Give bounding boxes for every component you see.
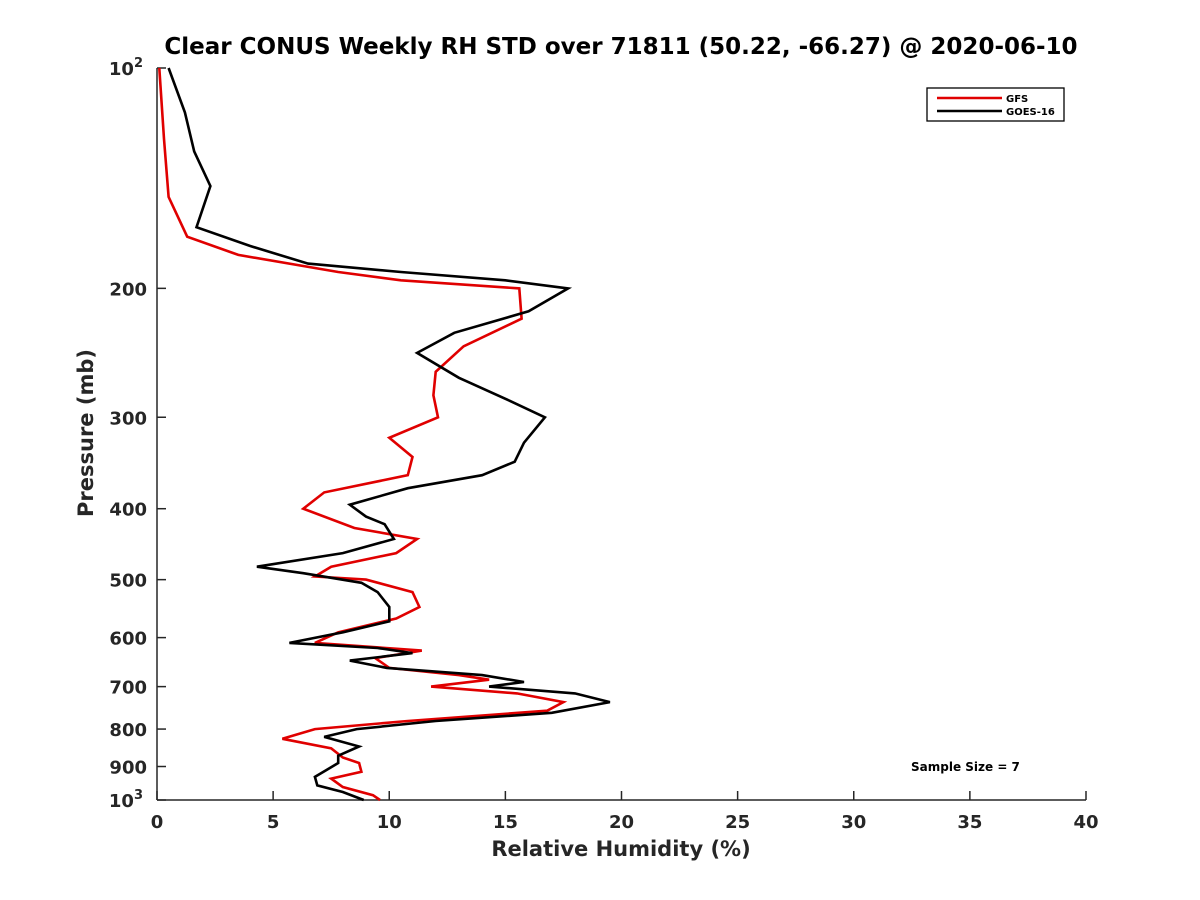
x-tick-label: 25 — [725, 812, 750, 833]
series-line-goes-16 — [167, 67, 611, 802]
y-tick-label: 900 — [109, 758, 147, 779]
x-tick-label: 35 — [957, 812, 982, 833]
x-tick-label: 30 — [841, 812, 866, 833]
y-tick-label: 800 — [109, 720, 147, 741]
y-axis-label: Pressure (mb) — [74, 349, 98, 517]
x-tick-label: 10 — [377, 812, 402, 833]
plot-area: 0 5 10 15 20 25 30 35 40 102 200 300 400 500 600 700 800… — [109, 56, 1099, 833]
x-tick-label: 40 — [1073, 812, 1098, 833]
y-tick-label: 700 — [109, 678, 147, 699]
chart-title: Clear CONUS Weekly RH STD over 71811 (50… — [164, 34, 1077, 60]
x-axis-label: Relative Humidity (%) — [491, 837, 750, 861]
y-tick-label: 102 — [109, 56, 143, 80]
x-tick-label: 5 — [267, 812, 280, 833]
legend-box — [926, 87, 1065, 122]
y-tick-label: 600 — [109, 629, 147, 650]
series-line-gfs — [158, 67, 568, 802]
y-tick-label: 103 — [109, 788, 143, 812]
legend-label-gfs: GFS — [1006, 94, 1028, 105]
y-tick-label: 200 — [109, 279, 147, 300]
y-tick-label: 500 — [109, 571, 147, 592]
x-tick-label: 15 — [493, 812, 518, 833]
legend-label-goes-16: GOES-16 — [1006, 107, 1055, 118]
x-tick-label: 0 — [151, 812, 164, 833]
sample-size-annotation: Sample Size = 7 — [911, 760, 1020, 774]
y-tick-label: 300 — [109, 408, 147, 429]
y-tick-label: 400 — [109, 500, 147, 521]
x-tick-label: 20 — [609, 812, 634, 833]
